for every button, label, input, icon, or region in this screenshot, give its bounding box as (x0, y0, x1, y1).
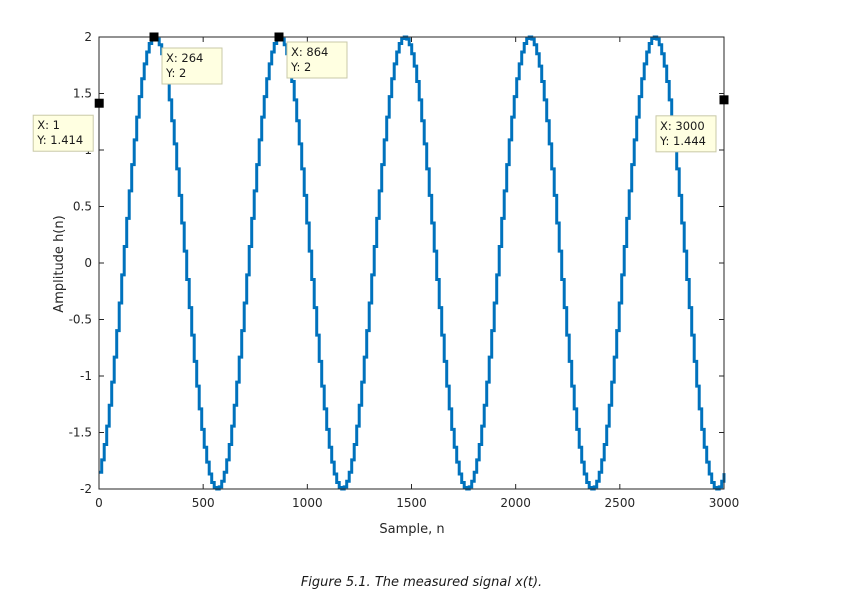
y-tick-label: 2 (84, 30, 92, 44)
series-layer (99, 35, 726, 491)
y-tick-label: -2 (80, 482, 92, 496)
datatip-box (161, 47, 223, 85)
datatip-marker[interactable] (274, 32, 284, 42)
axis-ticks: 0 500 1000 1500 2000 2500 3000 -2 -1.5 -1 -0.5 0 0.5… (69, 30, 740, 510)
x-tick-label: 2500 (605, 496, 636, 510)
signal-line (99, 35, 726, 491)
datatip-x-text: X: 3000 (660, 119, 705, 133)
plot-frame (98, 36, 725, 490)
figure-caption: Figure 5.1. The measured signal x(t). (300, 575, 543, 590)
datatip-box (286, 41, 348, 79)
y-tick-label: -1.5 (69, 426, 92, 440)
datatip-x-text: X: 264 (166, 51, 203, 65)
y-tick-label: -1 (80, 369, 92, 383)
datatip-box (32, 114, 94, 152)
y-tick-label: -0.5 (69, 313, 92, 327)
datatip-marker[interactable] (149, 32, 159, 42)
datatip-x-text: X: 864 (291, 45, 328, 59)
datatip-y-text: Y: 2 (290, 60, 311, 74)
x-tick-label: 500 (192, 496, 215, 510)
axes-box (98, 36, 725, 490)
datatip-x-text: X: 1 (37, 118, 60, 132)
y-tick-label: 0 (84, 256, 92, 270)
datatip-y-text: Y: 1.444 (659, 134, 706, 148)
y-axis-label: Amplitude h(n) (52, 215, 67, 312)
x-tick-label: 1000 (292, 496, 323, 510)
x-axis-label: Sample, n (379, 522, 444, 537)
x-tick-label: 3000 (709, 496, 740, 510)
datatip-marker[interactable] (719, 95, 729, 105)
y-tick-label: 1.5 (73, 87, 92, 101)
y-tick-label: 0.5 (73, 200, 92, 214)
x-tick-label: 2000 (500, 496, 531, 510)
x-tick-label: 1500 (396, 496, 427, 510)
datatip[interactable]: X: 1Y: 1.414 (32, 98, 104, 152)
datatip-marker[interactable] (94, 98, 104, 108)
datatip-box (655, 115, 717, 153)
x-tick-label: 0 (95, 496, 103, 510)
datatip-y-text: Y: 1.414 (36, 133, 83, 147)
datatip-y-text: Y: 2 (165, 66, 186, 80)
